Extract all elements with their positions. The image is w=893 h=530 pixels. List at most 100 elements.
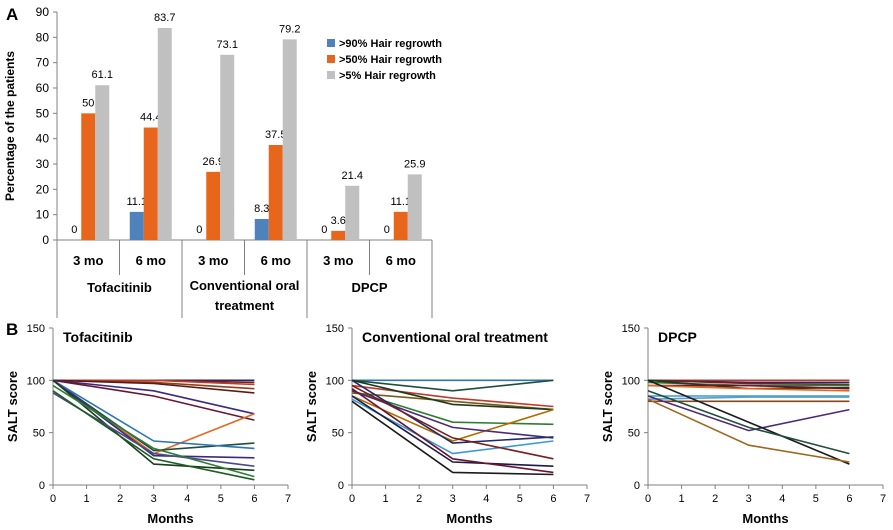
line-chart-tofacitinib: 0 50 100 150 0 1 2 3 4 5 6 7 SALT score Months Tofacit… (5, 323, 291, 526)
panel-label-b: B (6, 320, 18, 339)
series-line (52, 379, 255, 415)
series-line (52, 379, 255, 421)
series-line (647, 396, 850, 400)
y-tick-label: 150 (27, 323, 45, 335)
y-tick-label: 60 (36, 81, 50, 95)
bar-gt50 (268, 145, 283, 240)
x-tick-label: 5 (517, 493, 523, 505)
series-line (52, 390, 255, 481)
bar-value-label: 83.7 (154, 12, 175, 24)
bar-value-label: 0 (71, 224, 77, 236)
x-tick-label: 1 (679, 493, 685, 505)
bar-value-label: 26.9 (203, 156, 224, 168)
x-tick-label: 0 (349, 493, 355, 505)
bar-value-label: 79.2 (279, 23, 300, 35)
category-label: 6 mo (261, 253, 291, 268)
legend-label: >90% Hair regrowth (339, 38, 442, 50)
category-label: 6 mo (386, 253, 416, 268)
bar-gt50 (143, 127, 158, 240)
series-line (351, 400, 554, 476)
bar-value-label: 25.9 (404, 158, 425, 170)
bar-value-label: 0 (196, 224, 202, 236)
bar-value-label: 73.1 (217, 39, 238, 51)
series-line (52, 379, 255, 472)
y-tick-label: 150 (622, 323, 640, 335)
panel-label-a: A (6, 5, 18, 24)
y-tick-label: 40 (36, 132, 50, 146)
series-line (52, 384, 255, 478)
x-axis-title: Months (742, 511, 788, 526)
line-chart-dpcp: 0 50 100 150 0 1 2 3 4 5 6 7 SALT score Months DPCP (600, 323, 886, 526)
series-line (647, 395, 850, 432)
y-axis-title: SALT score (304, 371, 319, 442)
series-line (647, 384, 850, 392)
group-label: Conventional oral (190, 278, 300, 293)
panel-title: Tofacitinib (63, 329, 133, 345)
series-line (647, 379, 850, 386)
series-line (52, 379, 255, 394)
x-axis-title: Months (446, 511, 492, 526)
x-tick-label: 5 (218, 493, 224, 505)
bar-value-label: 0 (384, 224, 390, 236)
series-line (351, 392, 554, 411)
y-tick-label: 100 (622, 375, 640, 387)
x-tick-label: 1 (383, 493, 389, 505)
bar-chart: 0 10 20 30 40 50 60 70 80 90 Percentage of the pat… (3, 5, 433, 318)
series-line (351, 379, 554, 392)
x-tick-label: 2 (712, 493, 718, 505)
group-label: treatment (215, 298, 275, 313)
y-tick-label: 100 (27, 375, 45, 387)
bar-gt50 (393, 211, 408, 240)
x-tick-label: 2 (416, 493, 422, 505)
series-line (52, 379, 255, 450)
bar-value-label: 44.4 (140, 112, 161, 124)
y-axis-title: Percentage of the patients (3, 51, 17, 201)
legend-swatch-gt5 (327, 71, 335, 79)
bar-gt5 (282, 39, 297, 240)
bar-gt90 (254, 218, 269, 240)
y-tick-label: 100 (326, 375, 344, 387)
series-line (351, 379, 554, 444)
y-tick-label: 70 (36, 56, 50, 70)
legend-label: >5% Hair regrowth (339, 70, 436, 82)
y-tick-label: 0 (39, 480, 45, 492)
panel-title: DPCP (658, 329, 697, 345)
series-line (52, 379, 255, 459)
x-tick-label: 3 (151, 493, 157, 505)
legend-label: >50% Hair regrowth (339, 54, 442, 66)
x-tick-label: 7 (880, 493, 886, 505)
series-line (351, 384, 554, 460)
series-line (351, 395, 554, 442)
x-tick-label: 7 (584, 493, 590, 505)
x-tick-label: 0 (645, 493, 651, 505)
line-chart-conventional: 0 50 100 150 0 1 2 3 4 5 6 7 SALT score Months Convent… (304, 323, 590, 526)
bar-gt5 (95, 85, 110, 240)
y-tick-label: 0 (338, 480, 344, 492)
series-line (648, 384, 850, 390)
bar-gt5 (220, 54, 235, 241)
legend-swatch-gt90 (327, 39, 335, 47)
x-tick-label: 3 (450, 493, 456, 505)
y-tick-label: 0 (42, 233, 49, 247)
x-tick-label: 6 (251, 493, 257, 505)
bar-value-label: 37.5 (265, 129, 286, 141)
bar-gt50 (206, 171, 221, 240)
x-tick-label: 1 (84, 493, 90, 505)
bar-gt5 (157, 27, 172, 241)
bar-legend: >90% Hair regrowth >50% Hair regrowth >5% … (327, 38, 442, 82)
bar-gt50 (331, 230, 346, 240)
x-tick-label: 0 (50, 493, 56, 505)
series-line (351, 384, 554, 408)
y-tick-label: 80 (36, 30, 50, 44)
series-line (351, 388, 554, 474)
y-axis-title: SALT score (5, 371, 20, 442)
y-tick-label: 150 (326, 323, 344, 335)
x-tick-label: 6 (550, 493, 556, 505)
y-tick-label: 50 (33, 428, 45, 440)
bar-value-label: 3.6 (331, 215, 346, 227)
series-line (647, 390, 850, 455)
y-tick-label: 50 (332, 428, 344, 440)
category-label: 3 mo (198, 253, 228, 268)
y-tick-label: 0 (634, 480, 640, 492)
